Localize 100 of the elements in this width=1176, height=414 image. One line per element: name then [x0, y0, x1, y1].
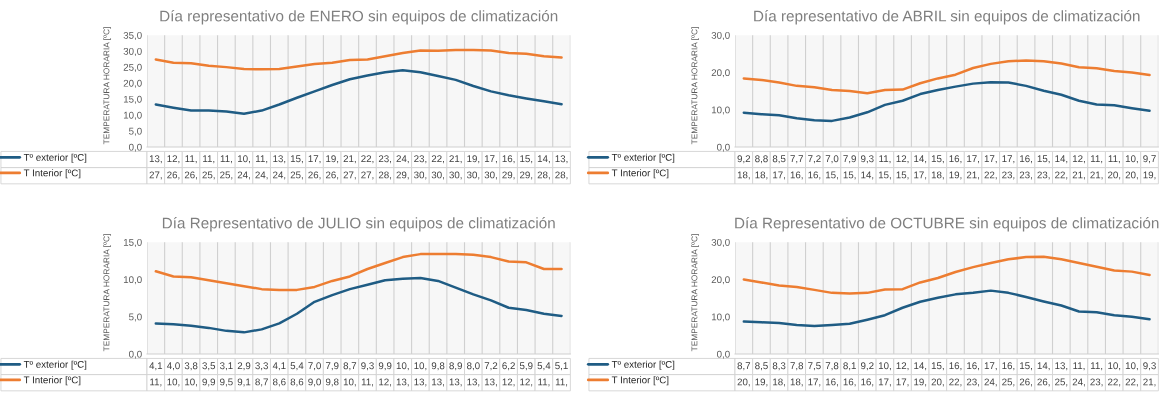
data-label: 23, — [1037, 171, 1050, 180]
data-label: 9,5 — [220, 378, 233, 387]
y-axis-title: TEMPERATURA HORARIA [ºC] — [691, 27, 700, 145]
data-label: 16, — [949, 155, 962, 164]
data-label: 9,3 — [861, 155, 874, 164]
data-label: 16, — [1002, 362, 1015, 371]
data-label: 19, — [1143, 171, 1156, 180]
y-tick-label: 10,0 — [711, 106, 730, 115]
data-label: 15, — [931, 362, 944, 371]
data-label: 3,5 — [202, 362, 216, 371]
data-label: 15, — [843, 171, 856, 180]
data-label: 23, — [414, 155, 427, 164]
data-label: 24, — [273, 171, 286, 180]
data-label: 20, — [737, 378, 750, 387]
data-label: 10, — [396, 362, 409, 371]
data-label: 10, — [1125, 155, 1138, 164]
data-label: 23, — [1019, 171, 1032, 180]
chart-title: Día Representativo de OCTUBRE sin equipos de climatización — [735, 217, 1159, 232]
data-label: 7,8 — [825, 362, 839, 371]
data-label: 12, — [502, 378, 515, 387]
data-label: 28, — [555, 171, 568, 180]
data-label: 15, — [896, 171, 909, 180]
data-label: 21, — [1090, 171, 1103, 180]
data-label: 8,3 — [772, 362, 786, 371]
data-label: 7,7 — [790, 155, 804, 164]
data-label: 18, — [755, 171, 768, 180]
data-label: 9,7 — [1143, 155, 1156, 164]
data-label: 30, — [484, 171, 497, 180]
data-label: 10, — [1125, 362, 1138, 371]
data-label: 13, — [414, 378, 427, 387]
data-label: 12, — [167, 155, 180, 164]
data-label: 11, — [361, 378, 374, 387]
data-label: 15, — [826, 171, 838, 180]
data-label: 12, — [896, 362, 909, 371]
line-series — [154, 252, 563, 292]
data-label: 29, — [502, 171, 515, 180]
data-label: 26, — [325, 171, 339, 180]
data-label: 20, — [1125, 171, 1138, 180]
data-label: 9,3 — [361, 362, 374, 371]
data-label: 8,7 — [737, 362, 751, 371]
data-label: 19, — [949, 171, 962, 180]
data-label: 23, — [378, 155, 392, 164]
y-tick-label: 10,0 — [711, 313, 730, 322]
data-label: 5,4 — [537, 362, 551, 371]
data-label: 6,2 — [502, 362, 515, 371]
data-label: 10, — [238, 155, 250, 164]
data-label: 21, — [966, 171, 980, 180]
data-label: 8,6 — [272, 378, 286, 387]
data-label: 8,9 — [449, 362, 462, 371]
data-label: 7,2 — [484, 362, 498, 371]
data-label: 16, — [502, 155, 515, 164]
data-label: 21, — [1072, 171, 1085, 180]
y-tick-label: 20,0 — [711, 276, 730, 285]
data-label: 15, — [931, 155, 944, 164]
data-label: 22, — [361, 155, 374, 164]
y-tick-label: 5,0 — [129, 127, 142, 136]
line-series — [742, 59, 1151, 95]
data-label: 27, — [361, 171, 374, 180]
data-label: 8,1 — [843, 362, 856, 371]
data-label: 23, — [1090, 378, 1103, 387]
data-label: 12, — [896, 155, 909, 164]
data-label: 10, — [343, 378, 356, 387]
data-label: 14, — [861, 171, 874, 180]
data-label: 17, — [984, 155, 997, 164]
y-tick-label: 20,0 — [123, 79, 142, 88]
data-label: 19, — [467, 155, 480, 164]
data-label: 10, — [167, 378, 180, 387]
legend-label: Tº exterior [ºC] — [611, 153, 675, 163]
data-label: 25, — [202, 171, 215, 180]
y-tick-label: 25,0 — [123, 63, 142, 72]
data-label: 16, — [1020, 155, 1032, 164]
data-label: 9,9 — [202, 378, 216, 387]
data-label: 19, — [755, 378, 768, 387]
data-label: 14, — [537, 155, 550, 164]
data-label: 22, — [984, 171, 997, 180]
data-label: 5,9 — [519, 362, 533, 371]
data-label: 14, — [1037, 362, 1050, 371]
data-label: 3,1 — [219, 362, 233, 371]
data-label: 2,9 — [237, 362, 251, 371]
line-series — [154, 48, 563, 71]
data-label: 20, — [1107, 171, 1121, 180]
data-label: 17, — [308, 155, 321, 164]
y-tick-label: 30,0 — [711, 31, 730, 40]
data-label: 17, — [878, 378, 891, 387]
data-label: 13, — [467, 378, 480, 387]
line-series — [742, 289, 1151, 328]
data-label: 22, — [1107, 378, 1121, 387]
y-tick-label: 10,0 — [123, 111, 142, 120]
data-label: 18, — [773, 378, 785, 387]
y-axis-title: TEMPERATURA HORARIA [ºC] — [103, 234, 112, 352]
data-label: 9,3 — [1143, 362, 1156, 371]
legend-label: T Interior [ºC] — [23, 376, 81, 386]
data-label: 4,1 — [272, 362, 286, 371]
y-tick-label: 0,0 — [129, 143, 142, 152]
data-label: 26, — [1019, 378, 1032, 387]
data-label: 11, — [1108, 155, 1120, 164]
data-label: 24, — [237, 171, 250, 180]
data-label: 22, — [1125, 378, 1138, 387]
data-label: 17, — [773, 171, 785, 180]
data-label: 21, — [343, 155, 356, 164]
